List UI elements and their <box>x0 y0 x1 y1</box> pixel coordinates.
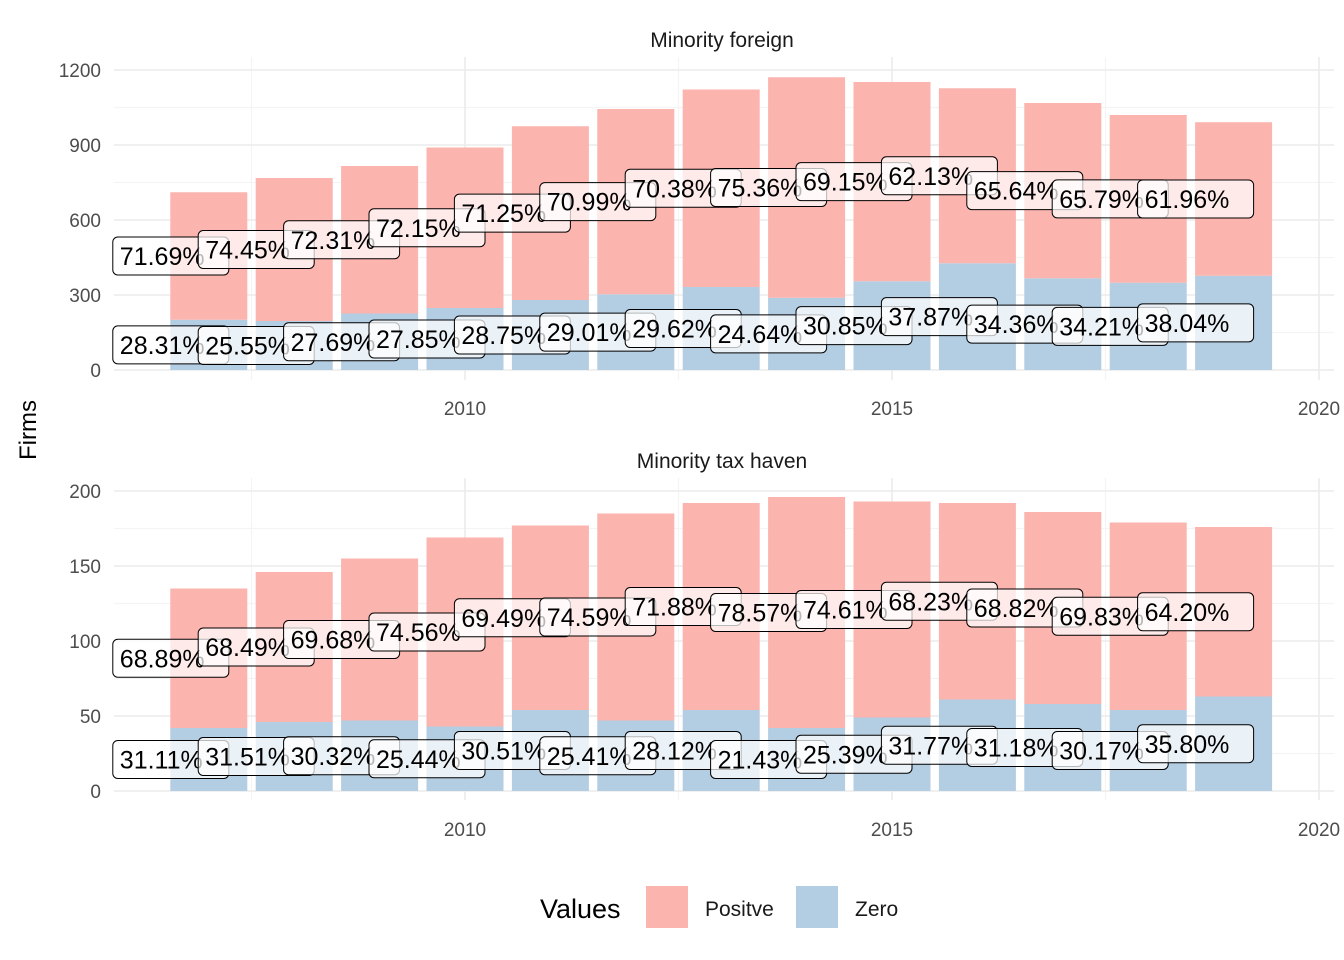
svg-text:64.20%: 64.20% <box>1145 599 1230 627</box>
legend-swatch-positive <box>646 886 688 928</box>
svg-text:69.68%: 69.68% <box>291 627 376 655</box>
x-tick-label: 2020 <box>1298 820 1340 841</box>
svg-text:30.17%: 30.17% <box>1059 738 1144 766</box>
legend: Values Positve Zero <box>540 886 898 928</box>
y-tick-label: 0 <box>90 782 101 803</box>
panel-2: 0 50 100 150 200 2010 2015 2020 Minority tax hav… <box>69 450 1340 841</box>
svg-text:24.64%: 24.64% <box>718 321 803 349</box>
svg-text:25.41%: 25.41% <box>547 743 632 771</box>
svg-text:68.49%: 68.49% <box>205 634 290 662</box>
svg-text:71.69%: 71.69% <box>120 243 205 271</box>
svg-text:38.04%: 38.04% <box>1145 310 1230 338</box>
y-tick-label: 50 <box>80 707 101 728</box>
svg-text:28.31%: 28.31% <box>120 332 205 360</box>
legend-title: Values <box>540 894 621 924</box>
svg-text:71.25%: 71.25% <box>461 200 546 228</box>
svg-text:34.21%: 34.21% <box>1059 313 1144 341</box>
svg-text:74.61%: 74.61% <box>803 597 888 625</box>
svg-text:31.51%: 31.51% <box>205 744 290 772</box>
svg-text:65.64%: 65.64% <box>974 178 1059 206</box>
svg-text:30.85%: 30.85% <box>803 313 888 341</box>
svg-text:70.38%: 70.38% <box>632 175 717 203</box>
label-layer: 68.89% 31.11% 68.49% 31.51% 69.68% 30.32% 74.5… <box>112 581 1255 779</box>
svg-text:27.69%: 27.69% <box>291 329 376 357</box>
svg-text:25.44%: 25.44% <box>376 746 461 774</box>
svg-text:74.45%: 74.45% <box>205 237 290 265</box>
x-tick-label: 2015 <box>871 399 913 420</box>
svg-text:25.39%: 25.39% <box>803 741 888 769</box>
svg-text:25.55%: 25.55% <box>205 333 290 361</box>
y-tick-label: 100 <box>69 632 101 653</box>
data-label: 38.04% <box>1137 303 1255 343</box>
svg-text:68.23%: 68.23% <box>888 588 973 616</box>
svg-text:68.82%: 68.82% <box>974 595 1059 623</box>
svg-text:74.59%: 74.59% <box>547 604 632 632</box>
data-label: 28.12% <box>624 731 742 770</box>
svg-text:34.36%: 34.36% <box>974 311 1059 339</box>
svg-text:71.88%: 71.88% <box>632 594 717 622</box>
svg-text:37.87%: 37.87% <box>888 304 973 332</box>
legend-label-zero: Zero <box>855 898 898 921</box>
y-axis-label: Firms <box>15 400 42 460</box>
svg-text:28.12%: 28.12% <box>632 738 717 766</box>
data-label: 64.20% <box>1137 592 1255 632</box>
svg-text:30.51%: 30.51% <box>461 738 546 766</box>
legend-swatch-zero <box>796 886 838 928</box>
y-tick-label: 1200 <box>59 61 101 82</box>
label-layer: 71.69% 28.31% 74.45% 25.55% 72.31% 27.69% 72.1… <box>112 156 1255 365</box>
x-tick-label: 2015 <box>871 820 913 841</box>
svg-text:78.57%: 78.57% <box>718 600 803 628</box>
svg-text:70.99%: 70.99% <box>547 189 632 217</box>
svg-text:69.83%: 69.83% <box>1059 603 1144 631</box>
svg-text:30.32%: 30.32% <box>291 743 376 771</box>
svg-text:31.77%: 31.77% <box>888 732 973 760</box>
svg-text:27.85%: 27.85% <box>376 326 461 354</box>
data-label: 61.96% <box>1137 179 1255 219</box>
svg-text:35.80%: 35.80% <box>1145 731 1230 759</box>
y-tick-label: 150 <box>69 557 101 578</box>
y-tick-label: 300 <box>69 286 101 307</box>
svg-text:68.89%: 68.89% <box>120 645 205 673</box>
y-tick-label: 900 <box>69 136 101 157</box>
svg-text:21.43%: 21.43% <box>718 747 803 775</box>
svg-text:29.62%: 29.62% <box>632 316 717 344</box>
y-tick-label: 200 <box>69 482 101 503</box>
svg-text:31.18%: 31.18% <box>974 735 1059 763</box>
y-tick-label: 600 <box>69 211 101 232</box>
panel-1: 0 300 600 900 1200 2010 2015 2020 Minority forei… <box>59 29 1340 420</box>
panel-title: Minority foreign <box>650 29 794 52</box>
x-tick-label: 2020 <box>1298 399 1340 420</box>
svg-text:65.79%: 65.79% <box>1059 186 1144 214</box>
svg-text:31.11%: 31.11% <box>120 747 203 775</box>
x-tick-label: 2010 <box>444 820 486 841</box>
data-label: 35.80% <box>1137 724 1255 764</box>
svg-text:75.36%: 75.36% <box>718 175 803 203</box>
x-tick-label: 2010 <box>444 399 486 420</box>
chart-panels: 0 300 600 900 1200 2010 2015 2020 Minority forei… <box>59 29 1340 841</box>
svg-text:61.96%: 61.96% <box>1145 186 1230 214</box>
svg-text:69.15%: 69.15% <box>803 169 888 197</box>
svg-text:62.13%: 62.13% <box>888 163 973 191</box>
svg-text:72.15%: 72.15% <box>376 215 461 243</box>
svg-text:69.49%: 69.49% <box>461 605 546 633</box>
svg-text:28.75%: 28.75% <box>461 322 546 350</box>
panel-title: Minority tax haven <box>637 450 807 473</box>
legend-label-positive: Positve <box>705 898 774 921</box>
svg-text:29.01%: 29.01% <box>547 319 632 347</box>
y-tick-label: 0 <box>90 361 101 382</box>
svg-text:72.31%: 72.31% <box>291 227 376 255</box>
svg-text:74.56%: 74.56% <box>376 619 461 647</box>
